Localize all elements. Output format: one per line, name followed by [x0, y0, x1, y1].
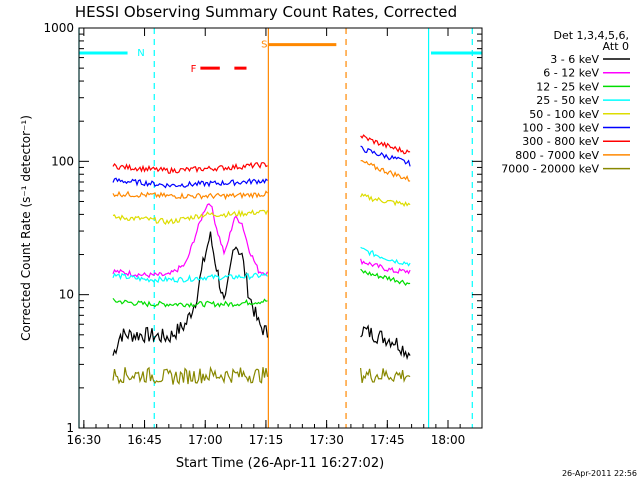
annotation-layer: N S F [78, 28, 482, 428]
series-line [112, 365, 269, 385]
x-tick-label: 17:45 [370, 433, 405, 447]
series-line [360, 246, 411, 267]
series-line [360, 159, 411, 182]
series-line [112, 209, 269, 225]
legend-entry-label: 100 - 300 keV [522, 122, 599, 135]
x-tick-label: 17:30 [309, 433, 344, 447]
series-line [112, 190, 268, 201]
legend-entry-label: 800 - 7000 keV [515, 149, 599, 162]
flare-label: F [191, 64, 197, 75]
y-tick-label: 100 [51, 154, 74, 168]
x-axis-ticks: 16:30 16:45 17:00 17:15 17:30 17:45 18:00 [67, 28, 466, 447]
series-layer [112, 134, 411, 385]
legend-entry-label: 25 - 50 keV [536, 94, 599, 107]
series-line [112, 161, 268, 174]
legend-entry-label: 12 - 25 keV [536, 80, 599, 93]
x-tick-label: 17:00 [188, 433, 223, 447]
x-tick-label: 17:15 [249, 433, 284, 447]
y-tick-label: 10 [59, 288, 74, 302]
series-line [112, 177, 268, 189]
series-line [112, 231, 269, 356]
y-axis-ticks: 1 10 100 1000 [43, 21, 482, 435]
y-tick-label: 1000 [43, 21, 74, 35]
legend-header-line2: Att 0 [603, 40, 629, 53]
series-line [360, 324, 411, 361]
series-line [360, 367, 411, 384]
x-tick-label: 16:30 [67, 433, 102, 447]
legend-entry-label: 6 - 12 keV [543, 67, 599, 80]
legend-entry-label: 7000 - 20000 keV [501, 163, 599, 176]
series-line [112, 297, 268, 308]
series-line [112, 272, 268, 284]
series-line [360, 145, 411, 167]
series-line [360, 268, 411, 287]
footer-date: 26-Apr-2011 22:56 [562, 469, 637, 478]
legend-entry-label: 3 - 6 keV [550, 53, 599, 66]
x-tick-label: 16:45 [127, 433, 162, 447]
x-tick-label: 18:00 [431, 433, 466, 447]
series-line [360, 134, 411, 155]
series-line [112, 203, 269, 279]
y-axis-label: Corrected Count Rate (s⁻¹ detector⁻¹) [19, 115, 33, 341]
legend-entry-label: 300 - 800 keV [522, 135, 599, 148]
x-axis-label: Start Time (26-Apr-11 16:27:02) [176, 456, 384, 471]
saa-label: S [261, 40, 267, 51]
chart-title: HESSI Observing Summary Count Rates, Cor… [75, 3, 457, 21]
series-line [360, 192, 411, 207]
legend-entry-label: 50 - 100 keV [529, 108, 599, 121]
legend-header-line1: Det 1,3,4,5,6, [553, 29, 629, 42]
night-label: N [137, 48, 144, 59]
plot-frame [78, 27, 483, 429]
y-tick-label: 1 [66, 421, 74, 435]
series-line [360, 258, 411, 275]
